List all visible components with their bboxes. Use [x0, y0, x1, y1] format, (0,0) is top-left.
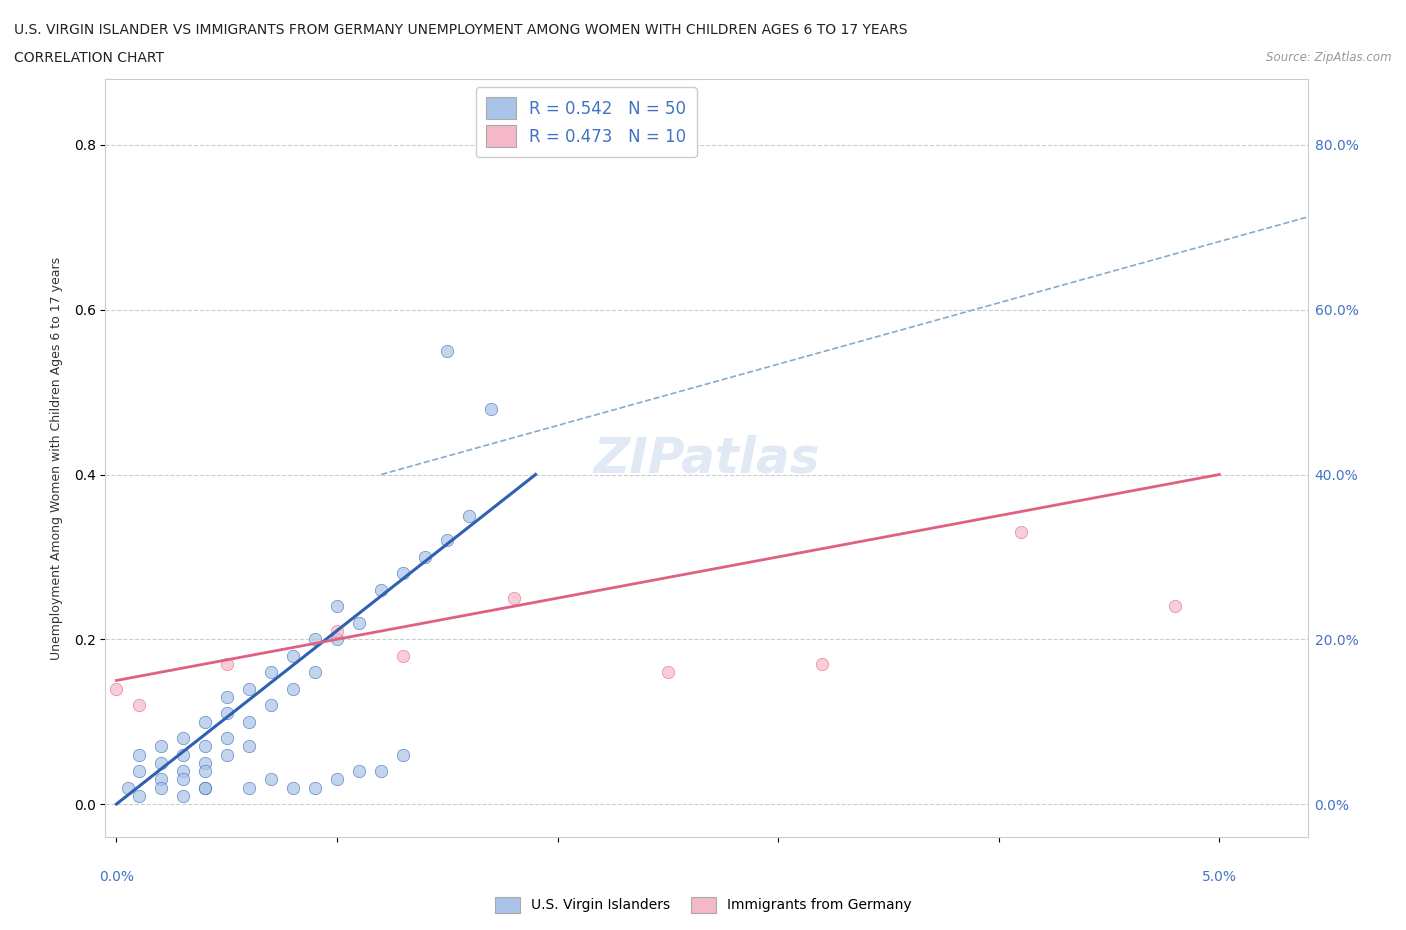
Point — [347, 616, 370, 631]
Point — [413, 550, 436, 565]
Point — [194, 714, 217, 729]
Point — [172, 789, 194, 804]
Point — [304, 665, 326, 680]
Point — [172, 764, 194, 778]
Point — [370, 582, 392, 597]
Point — [238, 780, 260, 795]
Point — [481, 401, 503, 416]
Point — [370, 764, 392, 778]
Point — [149, 755, 172, 770]
Text: 5.0%: 5.0% — [1202, 870, 1237, 884]
Point — [215, 657, 238, 671]
Point — [238, 682, 260, 697]
Point — [326, 599, 349, 614]
Point — [281, 682, 304, 697]
Point — [149, 772, 172, 787]
Y-axis label: Unemployment Among Women with Children Ages 6 to 17 years: Unemployment Among Women with Children A… — [49, 257, 63, 659]
Point — [392, 566, 415, 581]
Point — [105, 682, 128, 697]
Point — [194, 780, 217, 795]
Text: U.S. VIRGIN ISLANDER VS IMMIGRANTS FROM GERMANY UNEMPLOYMENT AMONG WOMEN WITH CH: U.S. VIRGIN ISLANDER VS IMMIGRANTS FROM … — [14, 23, 907, 37]
Point — [304, 631, 326, 646]
Point — [194, 764, 217, 778]
Point — [436, 533, 458, 548]
Point — [117, 780, 139, 795]
Point — [172, 731, 194, 746]
Point — [260, 698, 283, 712]
Point — [215, 689, 238, 704]
Point — [326, 631, 349, 646]
Point — [392, 648, 415, 663]
Point — [811, 657, 834, 671]
Point — [128, 698, 150, 712]
Point — [458, 509, 481, 524]
Point — [128, 747, 150, 762]
Point — [128, 789, 150, 804]
Point — [260, 772, 283, 787]
Point — [657, 665, 679, 680]
Point — [238, 739, 260, 754]
Text: Source: ZipAtlas.com: Source: ZipAtlas.com — [1267, 51, 1392, 64]
Point — [304, 780, 326, 795]
Point — [215, 731, 238, 746]
Point — [392, 747, 415, 762]
Point — [502, 591, 524, 605]
Point — [215, 747, 238, 762]
Legend: U.S. Virgin Islanders, Immigrants from Germany: U.S. Virgin Islanders, Immigrants from G… — [489, 891, 917, 919]
Point — [194, 780, 217, 795]
Text: 0.0%: 0.0% — [98, 870, 134, 884]
Point — [194, 739, 217, 754]
Point — [1010, 525, 1032, 539]
Point — [149, 780, 172, 795]
Point — [326, 624, 349, 639]
Point — [172, 772, 194, 787]
Text: ZIPatlas: ZIPatlas — [593, 434, 820, 482]
Text: CORRELATION CHART: CORRELATION CHART — [14, 51, 165, 65]
Point — [149, 739, 172, 754]
Point — [194, 755, 217, 770]
Point — [260, 665, 283, 680]
Point — [215, 706, 238, 721]
Point — [326, 772, 349, 787]
Point — [436, 343, 458, 358]
Point — [281, 780, 304, 795]
Point — [238, 714, 260, 729]
Point — [281, 648, 304, 663]
Point — [128, 764, 150, 778]
Point — [347, 764, 370, 778]
Legend: R = 0.542   N = 50, R = 0.473   N = 10: R = 0.542 N = 50, R = 0.473 N = 10 — [477, 87, 696, 157]
Point — [1164, 599, 1187, 614]
Point — [172, 747, 194, 762]
